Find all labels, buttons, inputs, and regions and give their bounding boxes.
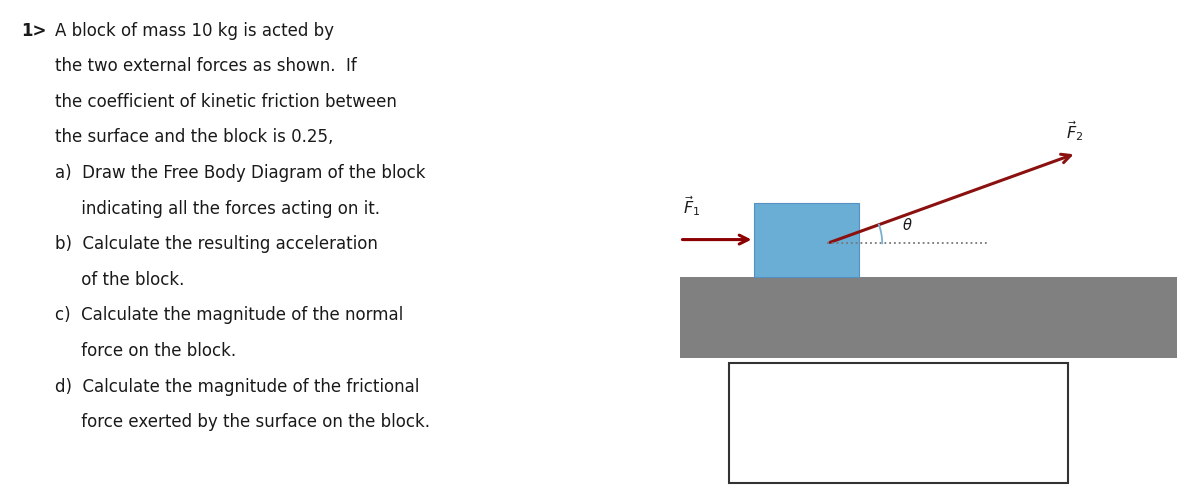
Text: $\theta = 20^\circ$: $\theta = 20^\circ$ [868, 464, 930, 482]
Bar [679, 277, 1177, 358]
Text: $m = 10\,kg$: $m = 10\,kg$ [858, 432, 940, 453]
Text: a)  Draw the Free Body Diagram of the block: a) Draw the Free Body Diagram of the blo… [54, 164, 425, 182]
Text: $F_2 = 25\,N$: $F_2 = 25\,N$ [860, 403, 936, 422]
Text: b)  Calculate the resulting acceleration: b) Calculate the resulting acceleration [54, 235, 378, 253]
Text: indicating all the forces acting on it.: indicating all the forces acting on it. [54, 200, 379, 217]
Text: the two external forces as shown.  If: the two external forces as shown. If [54, 57, 356, 75]
Bar [755, 203, 859, 277]
Text: $\theta$: $\theta$ [902, 217, 913, 233]
Text: 1>: 1> [20, 22, 46, 40]
Text: the coefficient of kinetic friction between: the coefficient of kinetic friction betw… [54, 93, 396, 111]
Text: A block of mass 10 kg is acted by: A block of mass 10 kg is acted by [54, 22, 334, 40]
Text: the surface and the block is 0.25,: the surface and the block is 0.25, [54, 128, 332, 146]
Text: $\vec{F}_2$: $\vec{F}_2$ [1067, 120, 1084, 143]
Text: $\vec{F}_1$: $\vec{F}_1$ [683, 194, 700, 218]
Text: c)  Calculate the magnitude of the normal: c) Calculate the magnitude of the normal [54, 306, 403, 325]
Text: d)  Calculate the magnitude of the frictional: d) Calculate the magnitude of the fricti… [54, 377, 419, 396]
Bar [730, 363, 1068, 483]
Text: of the block.: of the block. [54, 271, 184, 288]
Text: $F_1 = 15\,N$: $F_1 = 15\,N$ [860, 372, 936, 392]
Text: force on the block.: force on the block. [54, 342, 235, 360]
Text: force exerted by the surface on the block.: force exerted by the surface on the bloc… [54, 413, 430, 431]
